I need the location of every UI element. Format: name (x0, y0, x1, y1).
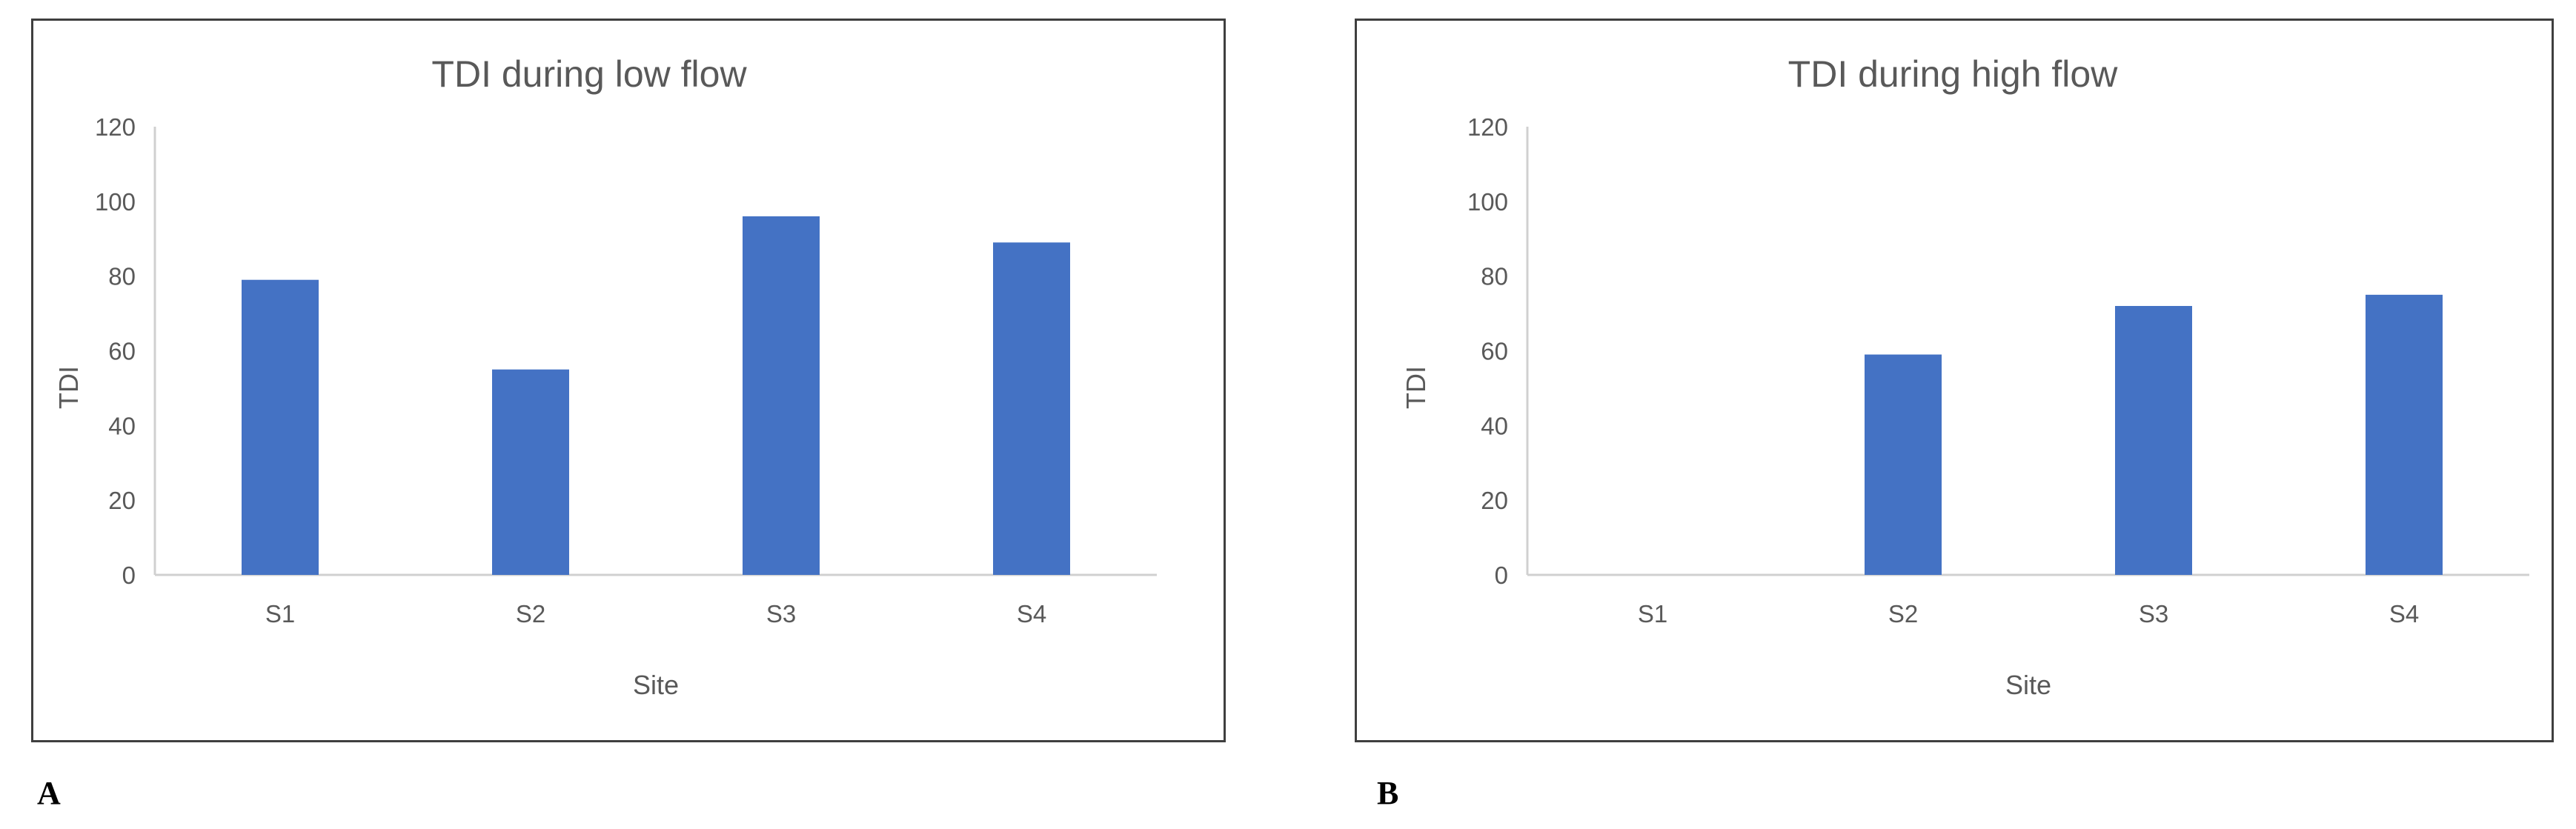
x-tick-label: S3 (2139, 600, 2168, 627)
chart-a: TDI during low flow Site TDI 0 20 40 60 80 10… (53, 53, 1157, 700)
y-tick-labels: 0 20 40 60 80 100 120 (95, 113, 136, 589)
panel-label-b: B (1377, 775, 1399, 811)
chart-title: TDI during low flow (431, 53, 747, 95)
y-tick-label: 100 (1467, 188, 1508, 216)
y-tick-label: 120 (95, 113, 136, 141)
bar-s2 (492, 369, 569, 575)
y-tick-label: 100 (95, 188, 136, 216)
bar-s4 (993, 242, 1070, 575)
x-tick-labels: S1 S2 S3 S4 (1638, 600, 2419, 627)
y-tick-label: 0 (122, 562, 136, 589)
y-axis-label: TDI (1401, 366, 1431, 409)
y-tick-label: 40 (108, 412, 136, 439)
x-tick-label: S2 (516, 600, 545, 627)
x-tick-label: S3 (766, 600, 796, 627)
y-tick-label: 20 (1481, 487, 1508, 514)
y-axis-label: TDI (53, 366, 84, 409)
x-axis-label: Site (2005, 670, 2051, 700)
y-tick-label: 80 (1481, 263, 1508, 290)
x-tick-label: S2 (1888, 600, 1918, 627)
y-tick-label: 0 (1495, 562, 1508, 589)
y-tick-label: 60 (108, 338, 136, 365)
x-tick-label: S1 (1638, 600, 1667, 627)
bar-s3 (2115, 306, 2192, 575)
panel-label-a: A (37, 775, 61, 811)
chart-b: TDI during high flow Site TDI 0 20 40 60 80 1… (1401, 53, 2529, 700)
bars (242, 216, 1070, 575)
bar-s2 (1865, 354, 1942, 575)
chart-panel-a: TDI during low flow Site TDI 0 20 40 60 80 10… (31, 19, 1226, 742)
y-tick-label: 60 (1481, 338, 1508, 365)
y-tick-labels: 0 20 40 60 80 100 120 (1467, 113, 1508, 589)
y-tick-label: 20 (108, 487, 136, 514)
x-tick-label: S1 (265, 600, 295, 627)
y-tick-label: 120 (1467, 113, 1508, 141)
x-axis-label: Site (633, 670, 679, 700)
bar-s4 (2366, 294, 2443, 575)
chart-title: TDI during high flow (1788, 53, 2119, 95)
bar-s1 (242, 279, 319, 575)
x-tick-labels: S1 S2 S3 S4 (265, 600, 1046, 627)
bar-s3 (743, 216, 820, 575)
x-tick-label: S4 (1017, 600, 1046, 627)
chart-panel-b: TDI during high flow Site TDI 0 20 40 60 80 1… (1355, 19, 2554, 742)
y-tick-label: 80 (108, 263, 136, 290)
x-tick-label: S4 (2389, 600, 2419, 627)
y-tick-label: 40 (1481, 412, 1508, 439)
bars (1865, 294, 2443, 575)
